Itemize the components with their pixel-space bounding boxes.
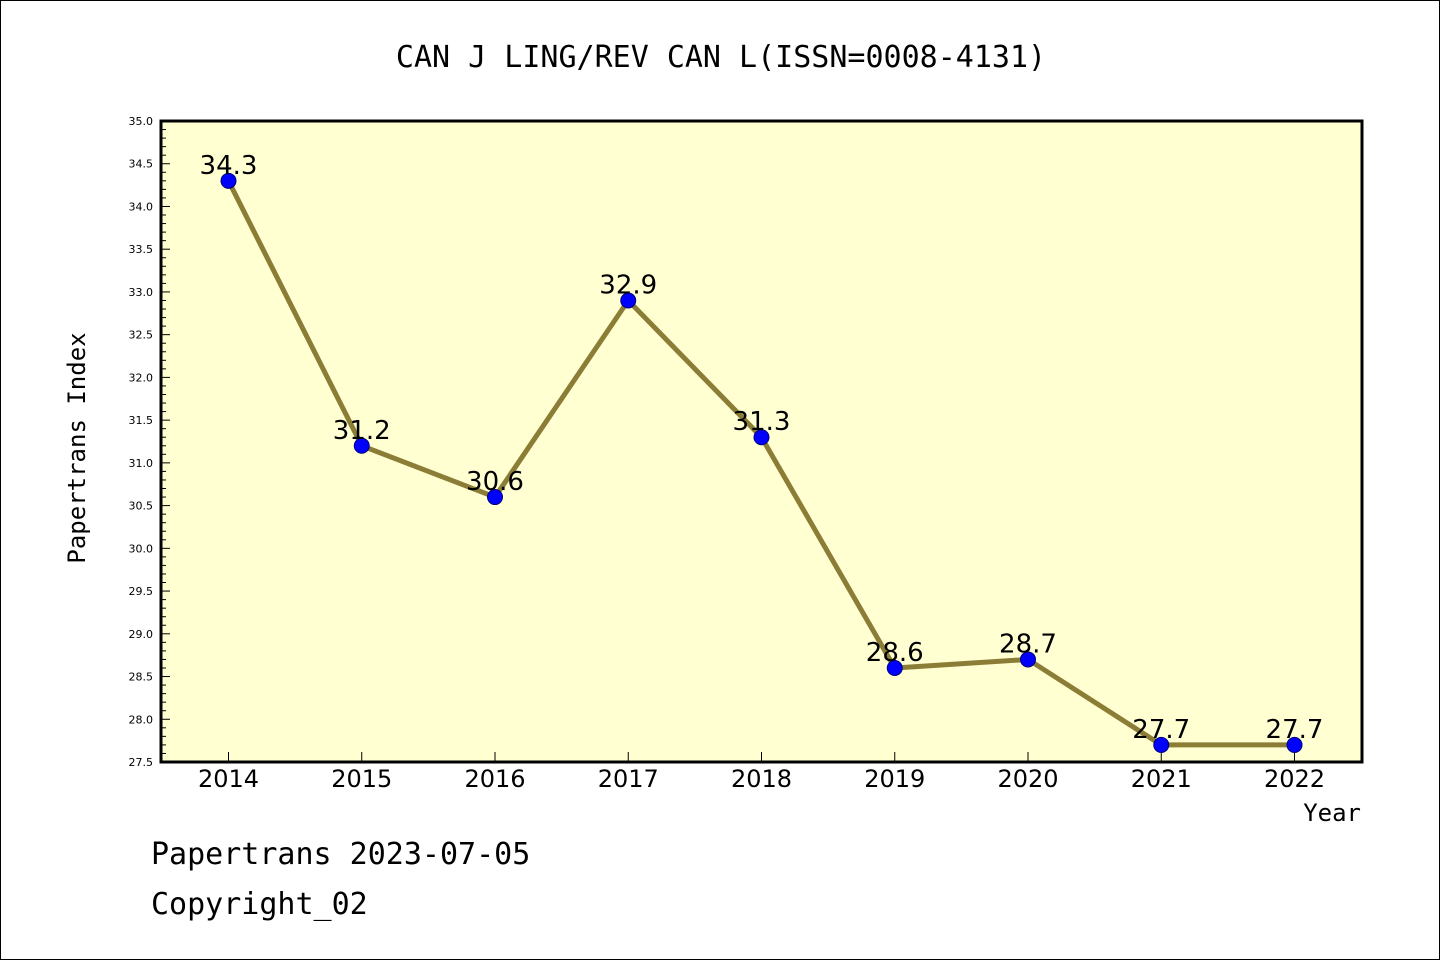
y-tick-label: 31.0 <box>129 457 154 470</box>
y-tick-label: 35.0 <box>129 115 154 128</box>
data-point-marker <box>886 659 903 676</box>
x-tick-label: 2017 <box>598 765 659 793</box>
data-label: 27.7 <box>1266 715 1324 745</box>
y-tick-label: 33.5 <box>129 243 154 256</box>
y-tick-label: 29.5 <box>129 585 154 598</box>
y-tick-label: 31.5 <box>129 414 154 427</box>
x-tick-label: 2021 <box>1131 765 1192 793</box>
data-series: 34.3 31.2 30.6 32.9 31.3 28.6 28.7 27.7 27.7 <box>200 151 1324 753</box>
y-tick-label: 34.0 <box>129 200 154 213</box>
x-tick-label: 2018 <box>731 765 792 793</box>
y-tick-label: 28.5 <box>129 671 154 684</box>
y-tick-label: 33.0 <box>129 286 154 299</box>
data-label: 28.6 <box>866 638 924 668</box>
data-label: 31.3 <box>733 407 791 437</box>
x-axis-title: Year <box>1303 799 1361 827</box>
data-point-marker <box>487 489 503 506</box>
data-point-marker <box>353 437 370 454</box>
x-tick-label: 2014 <box>198 765 259 793</box>
y-tick-label: 34.5 <box>129 158 154 171</box>
data-point-marker <box>220 172 237 189</box>
chart-title: CAN J LING/REV CAN L(ISSN=0008-4131) <box>396 40 1046 75</box>
data-point-marker <box>753 429 770 446</box>
y-tick-label: 27.5 <box>129 756 154 769</box>
data-label: 34.3 <box>200 151 258 181</box>
data-point-marker <box>620 292 637 309</box>
footer-copyright: Copyright_02 <box>151 887 368 922</box>
y-tick-label: 29.0 <box>129 628 154 641</box>
y-tick-label: 32.0 <box>129 371 154 384</box>
data-point-marker <box>1153 736 1170 753</box>
data-point-marker <box>1286 736 1303 753</box>
x-tick-label: 2020 <box>997 765 1058 793</box>
data-point-marker <box>1020 651 1036 668</box>
data-label: 28.7 <box>999 629 1057 659</box>
y-axis: 27.5 28.0 28.5 29.0 29.5 30.0 30.5 31.0 31.5 32.0… <box>129 115 170 769</box>
x-tick-label: 2019 <box>864 765 925 793</box>
footer-source-date: Papertrans 2023-07-05 <box>151 837 531 872</box>
data-label: 32.9 <box>599 270 657 300</box>
y-tick-label: 28.0 <box>129 713 154 726</box>
x-tick-label: 2015 <box>331 765 392 793</box>
data-label: 30.6 <box>466 467 524 497</box>
y-tick-label: 30.0 <box>129 542 154 555</box>
x-tick-label: 2016 <box>464 765 525 793</box>
x-axis: 2014 2015 2016 2017 2018 2019 2020 2021 2022 <box>198 752 1325 793</box>
y-tick-label: 30.5 <box>129 500 154 513</box>
x-tick-label: 2022 <box>1264 765 1325 793</box>
data-label: 31.2 <box>333 416 391 446</box>
data-label: 27.7 <box>1132 715 1190 745</box>
y-axis-title: Papertrans Index <box>63 332 91 563</box>
y-tick-label: 32.5 <box>129 329 154 342</box>
